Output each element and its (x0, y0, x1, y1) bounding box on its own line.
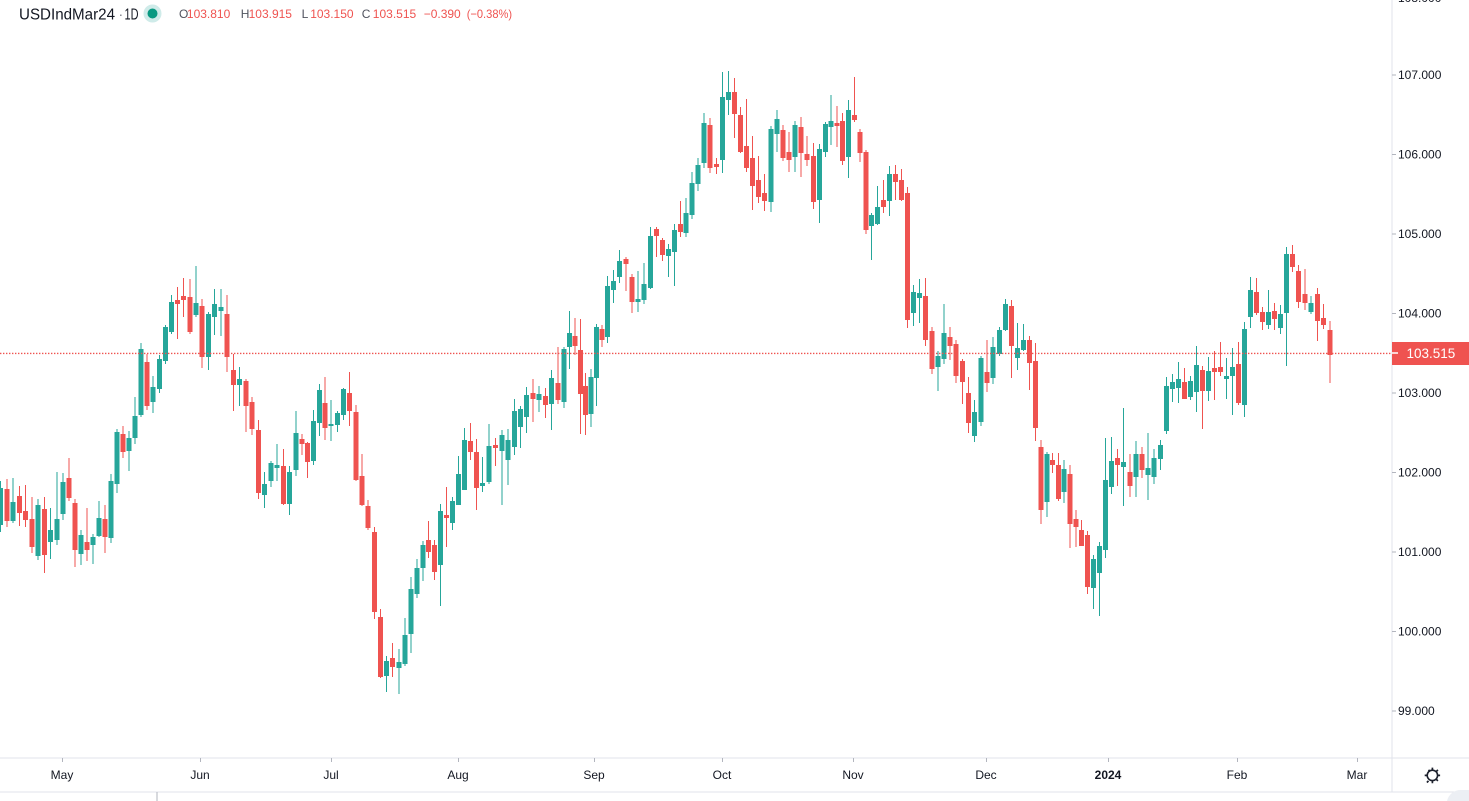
svg-text:Feb: Feb (1227, 768, 1248, 782)
svg-text:Nov: Nov (842, 768, 863, 782)
svg-text:105.000: 105.000 (1398, 227, 1442, 241)
svg-text:2024: 2024 (1095, 768, 1122, 782)
svg-text:103.810: 103.810 (187, 7, 231, 21)
svg-text:103.515: 103.515 (1407, 346, 1456, 361)
svg-text:H: H (241, 7, 250, 21)
svg-text:O: O (179, 7, 188, 21)
svg-text:106.000: 106.000 (1398, 148, 1442, 162)
svg-text:1D: 1D (125, 7, 139, 24)
svg-text:Dec: Dec (975, 768, 996, 782)
svg-text:104.000: 104.000 (1398, 307, 1442, 321)
svg-text:99.000: 99.000 (1398, 704, 1435, 718)
svg-text:103.515: 103.515 (373, 7, 417, 21)
svg-text:108.000: 108.000 (1398, 0, 1442, 5)
svg-text:USDIndMar24: USDIndMar24 (19, 7, 115, 24)
svg-text:Jun: Jun (190, 768, 209, 782)
svg-text:107.000: 107.000 (1398, 68, 1442, 82)
svg-text:103.150: 103.150 (310, 7, 354, 21)
svg-text:Jul: Jul (323, 768, 338, 782)
svg-text:·: · (119, 6, 124, 22)
svg-text:L: L (302, 7, 309, 21)
svg-text:Mar: Mar (1347, 768, 1368, 782)
svg-text:Oct: Oct (713, 768, 732, 782)
svg-text:102.000: 102.000 (1398, 466, 1442, 480)
svg-text:C: C (362, 7, 371, 21)
svg-text:Aug: Aug (447, 768, 468, 782)
svg-text:101.000: 101.000 (1398, 545, 1442, 559)
svg-text:−0.390: −0.390 (424, 7, 461, 21)
svg-text:103.915: 103.915 (249, 7, 293, 21)
svg-text:100.000: 100.000 (1398, 625, 1442, 639)
svg-text:Sep: Sep (583, 768, 605, 782)
svg-text:(−0.38%): (−0.38%) (467, 7, 512, 21)
svg-text:May: May (51, 768, 74, 782)
svg-text:103.000: 103.000 (1398, 386, 1442, 400)
